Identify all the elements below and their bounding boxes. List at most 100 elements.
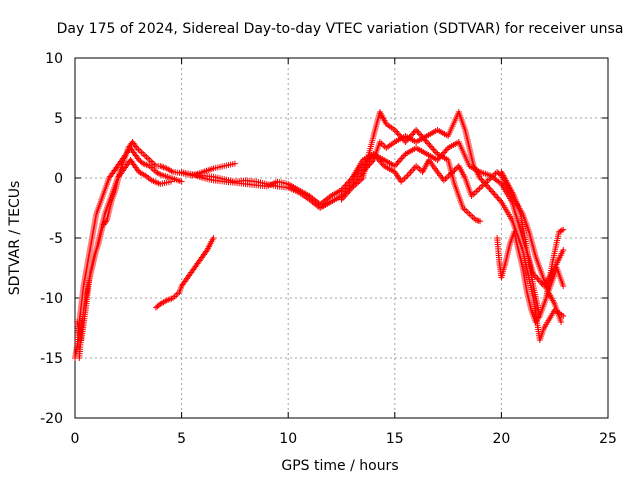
- data-point: [395, 158, 402, 165]
- series-track-10: [498, 169, 567, 319]
- data-point: [427, 143, 434, 150]
- chart-title: Day 175 of 2024, Sidereal Day-to-day VTE…: [57, 21, 624, 37]
- data-point: [448, 170, 455, 176]
- y-tick-label: -20: [40, 411, 63, 427]
- data-point: [471, 190, 478, 196]
- data-point: [167, 178, 174, 185]
- data-point: [401, 175, 408, 182]
- data-point: [231, 160, 238, 167]
- data-point: [343, 181, 350, 187]
- data-point: [495, 196, 502, 202]
- data-point: [415, 130, 422, 136]
- data-point: [479, 182, 486, 189]
- y-tick-label: -10: [40, 291, 63, 307]
- data-point: [560, 247, 567, 253]
- data-point: [151, 161, 158, 168]
- data-point: [558, 227, 565, 234]
- y-tick-label: 0: [54, 171, 63, 187]
- data-point: [560, 283, 567, 289]
- data-point: [138, 149, 145, 156]
- y-tick-label: 5: [54, 111, 63, 127]
- data-point: [560, 226, 567, 233]
- data-point: [487, 187, 494, 193]
- data-point: [178, 178, 185, 185]
- data-point: [426, 142, 433, 148]
- data-point: [486, 185, 493, 192]
- x-tick-label: 5: [177, 431, 186, 447]
- data-point: [155, 170, 162, 177]
- data-point: [393, 161, 400, 168]
- data-point: [341, 184, 348, 190]
- data-point: [450, 168, 457, 175]
- data-point: [210, 235, 217, 241]
- data-point: [143, 154, 150, 160]
- x-tick-label: 0: [71, 431, 80, 447]
- data-point: [490, 190, 497, 196]
- data-point: [533, 274, 540, 280]
- data-point: [413, 127, 420, 133]
- series-track-6: [189, 109, 567, 343]
- data-point: [393, 128, 400, 135]
- data-point: [137, 148, 144, 154]
- series-track-3: [76, 157, 174, 361]
- data-point: [464, 209, 471, 216]
- data-point: [394, 130, 401, 136]
- data-point: [138, 159, 145, 166]
- data-point: [141, 152, 148, 159]
- series-track-7: [338, 109, 484, 225]
- x-axis-title: GPS time / hours: [281, 458, 398, 474]
- data-point: [447, 171, 454, 178]
- data-point: [149, 166, 156, 172]
- x-tick-label: 25: [599, 431, 617, 447]
- axis-ticks: [74, 57, 609, 419]
- data-point: [463, 208, 470, 214]
- series-track-1: [72, 145, 185, 361]
- data-point: [342, 182, 349, 189]
- data-point: [442, 148, 449, 154]
- x-tick-label: 15: [386, 431, 404, 447]
- data-point: [491, 191, 498, 198]
- data-marks: [72, 109, 567, 361]
- data-point: [155, 302, 162, 309]
- series-track-4: [153, 235, 217, 311]
- data-point: [476, 185, 483, 192]
- data-point: [430, 146, 437, 153]
- data-point: [135, 146, 142, 153]
- data-point: [399, 154, 406, 160]
- data-point: [414, 128, 421, 135]
- data-point: [478, 184, 485, 190]
- data-point: [468, 212, 475, 219]
- data-point: [534, 275, 541, 282]
- data-point: [489, 188, 496, 195]
- data-point: [425, 140, 432, 147]
- data-point: [493, 193, 500, 199]
- y-tick-label: -5: [49, 231, 63, 247]
- data-point: [146, 157, 153, 163]
- x-tick-label: 10: [279, 431, 297, 447]
- data-point: [140, 151, 147, 157]
- y-tick-label: -15: [40, 351, 63, 367]
- data-point: [451, 167, 458, 174]
- data-point: [466, 211, 473, 217]
- data-point: [558, 319, 565, 325]
- x-tick-label: 20: [492, 431, 510, 447]
- tick-labels: 0 5 10 15 20 25 -20 -15 -10 -5 0 5 10: [40, 51, 617, 447]
- data-point: [444, 174, 451, 181]
- data-point: [452, 165, 459, 172]
- y-axis-title: SDTVAR / TECUs: [7, 181, 23, 296]
- data-point: [474, 187, 481, 193]
- grid: [75, 58, 608, 418]
- data-point: [397, 157, 404, 163]
- data-point: [345, 179, 352, 186]
- data-point: [145, 155, 152, 162]
- y-tick-label: 10: [45, 51, 63, 67]
- data-point: [473, 188, 480, 195]
- data-point: [431, 148, 438, 154]
- data-point: [489, 173, 496, 180]
- data-point: [477, 218, 484, 225]
- data-point: [429, 145, 436, 151]
- data-point: [398, 155, 405, 162]
- data-point: [346, 178, 353, 184]
